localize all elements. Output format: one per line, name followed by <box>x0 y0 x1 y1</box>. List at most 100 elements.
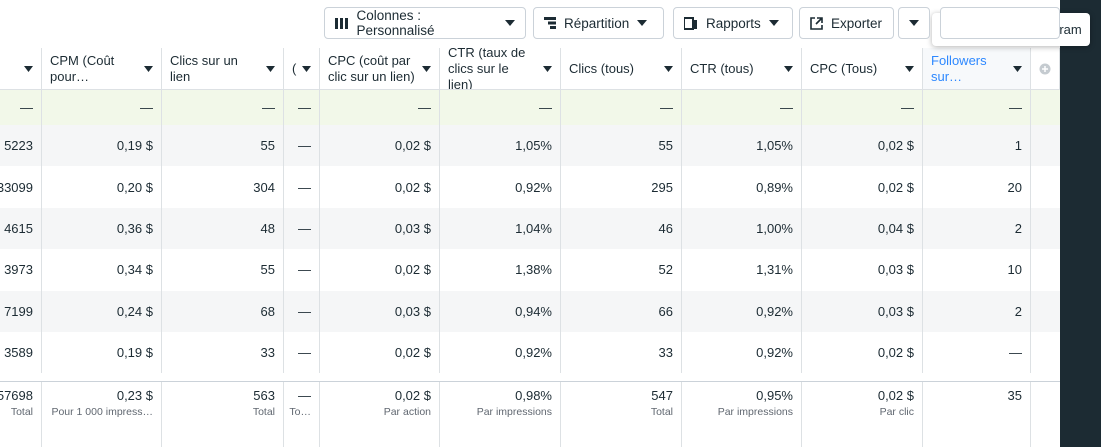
cell: 55 <box>561 125 682 167</box>
cell: 0,03 $ <box>320 290 440 332</box>
cell: — <box>284 125 320 167</box>
divider <box>0 381 1060 382</box>
column-header[interactable]: Clics sur un lien <box>162 48 284 90</box>
cell: — <box>284 207 320 250</box>
cell: — <box>440 90 561 125</box>
caret <box>909 20 919 26</box>
cell: 1,05% <box>682 125 802 167</box>
row <box>0 125 1060 167</box>
total-value: 547 <box>651 388 673 403</box>
cell: 0,02 $ <box>320 166 440 208</box>
sort-caret[interactable] <box>144 66 153 72</box>
total-value: 57698 <box>0 388 33 403</box>
cell: 1,31% <box>682 249 802 291</box>
cell: 0,94% <box>440 290 561 332</box>
cell: 68 <box>162 290 284 332</box>
sort-caret[interactable] <box>664 66 673 72</box>
total-cell: 57698 Total <box>0 382 42 447</box>
sort-caret[interactable] <box>422 66 431 72</box>
cell: — <box>42 90 162 125</box>
total-value: 0,95% <box>756 388 793 403</box>
total-cell: 0,95% Par impressions <box>682 382 802 447</box>
column-header[interactable]: Clics (tous) <box>561 48 682 90</box>
cell: 20 <box>923 166 1031 208</box>
total-value: 563 <box>253 388 275 403</box>
cell: 0,92% <box>440 332 561 374</box>
cell: 0,34 $ <box>42 249 162 291</box>
total-note: Par impressions <box>717 406 793 418</box>
column-header[interactable]: Followers sur… <box>923 48 1031 90</box>
button-label: Rapports <box>706 15 761 31</box>
column-header[interactable]: CTR (tous) <box>682 48 802 90</box>
cell: 1,38% <box>440 249 561 291</box>
total-cell: 35 <box>923 382 1031 447</box>
sort-caret[interactable] <box>302 66 311 72</box>
cell: — <box>284 90 320 125</box>
total-cell: 0,02 $ Par clic <box>802 382 923 447</box>
button-label: Colonnes : Personnalisé <box>356 8 435 38</box>
total-note: Par impressions <box>476 406 552 418</box>
total-value: 35 <box>1007 388 1022 403</box>
cell: 3973 <box>0 249 42 291</box>
cell: 46 <box>561 207 682 250</box>
cell: 1,05% <box>440 125 561 167</box>
column-header[interactable]: ( <box>284 48 320 90</box>
total-cell: — To… <box>284 382 320 447</box>
sort-caret[interactable] <box>24 66 33 72</box>
cell: 33 <box>162 332 284 374</box>
cell: 7199 <box>0 290 42 332</box>
caret <box>637 20 648 26</box>
total-note: To… <box>289 406 311 418</box>
cell: 0,19 $ <box>42 332 162 374</box>
total-cell: 547 Total <box>561 382 682 447</box>
total-note: Total <box>650 406 673 418</box>
column-header[interactable]: CTR (taux de clics sur le lien) <box>440 48 561 90</box>
cell: 304 <box>162 166 284 208</box>
total-value: 0,23 $ <box>116 388 153 403</box>
cell: 66 <box>561 290 682 332</box>
column-header[interactable]: CPC (coût par clic sur un lien) <box>320 48 440 90</box>
sort-caret[interactable] <box>905 66 914 72</box>
cell: 4615 <box>0 207 42 250</box>
sort-caret[interactable] <box>784 66 793 72</box>
sort-caret[interactable] <box>543 66 552 72</box>
row <box>0 332 1060 374</box>
total-value: 0,98% <box>515 388 552 403</box>
row <box>0 249 1060 291</box>
sort-caret[interactable] <box>1013 66 1022 72</box>
column-header[interactable] <box>0 48 42 90</box>
cell: 0,36 $ <box>42 207 162 250</box>
toolbar-button[interactable]: Exporter <box>799 7 894 39</box>
cell: — <box>284 166 320 208</box>
cell: 0,89% <box>682 166 802 208</box>
cell: — <box>284 249 320 291</box>
cell: — <box>284 332 320 374</box>
toolbar-button[interactable] <box>940 7 1060 39</box>
cell: — <box>561 90 682 125</box>
caret <box>768 20 779 26</box>
dropdown-button[interactable] <box>898 7 930 39</box>
column-header[interactable]: CPC (Tous) <box>802 48 923 90</box>
total-note: Par clic <box>879 406 914 418</box>
column-header[interactable]: CPM (Coût pour… <box>42 48 162 90</box>
button-label: Répartition <box>564 15 630 31</box>
cell: 0,02 $ <box>802 125 923 167</box>
cell: 55 <box>162 125 284 167</box>
total-cell: 0,02 $ Par action <box>320 382 440 447</box>
cell: — <box>284 290 320 332</box>
toolbar-button[interactable]: Répartition <box>533 7 664 39</box>
toolbar-button[interactable]: Rapports <box>673 7 793 39</box>
toolbar-button[interactable]: Colonnes : Personnalisé <box>324 7 526 39</box>
cell: 0,02 $ <box>320 125 440 167</box>
cell: — <box>162 90 284 125</box>
row <box>0 207 1060 250</box>
side-panel <box>1060 0 1101 447</box>
cell: 1,04% <box>440 207 561 250</box>
total-value: — <box>298 388 311 403</box>
total-value: 0,02 $ <box>877 388 914 403</box>
add-column[interactable] <box>1031 48 1060 90</box>
button-label: Exporter <box>831 15 883 31</box>
cell: 0,03 $ <box>320 207 440 250</box>
sort-caret[interactable] <box>266 66 275 72</box>
